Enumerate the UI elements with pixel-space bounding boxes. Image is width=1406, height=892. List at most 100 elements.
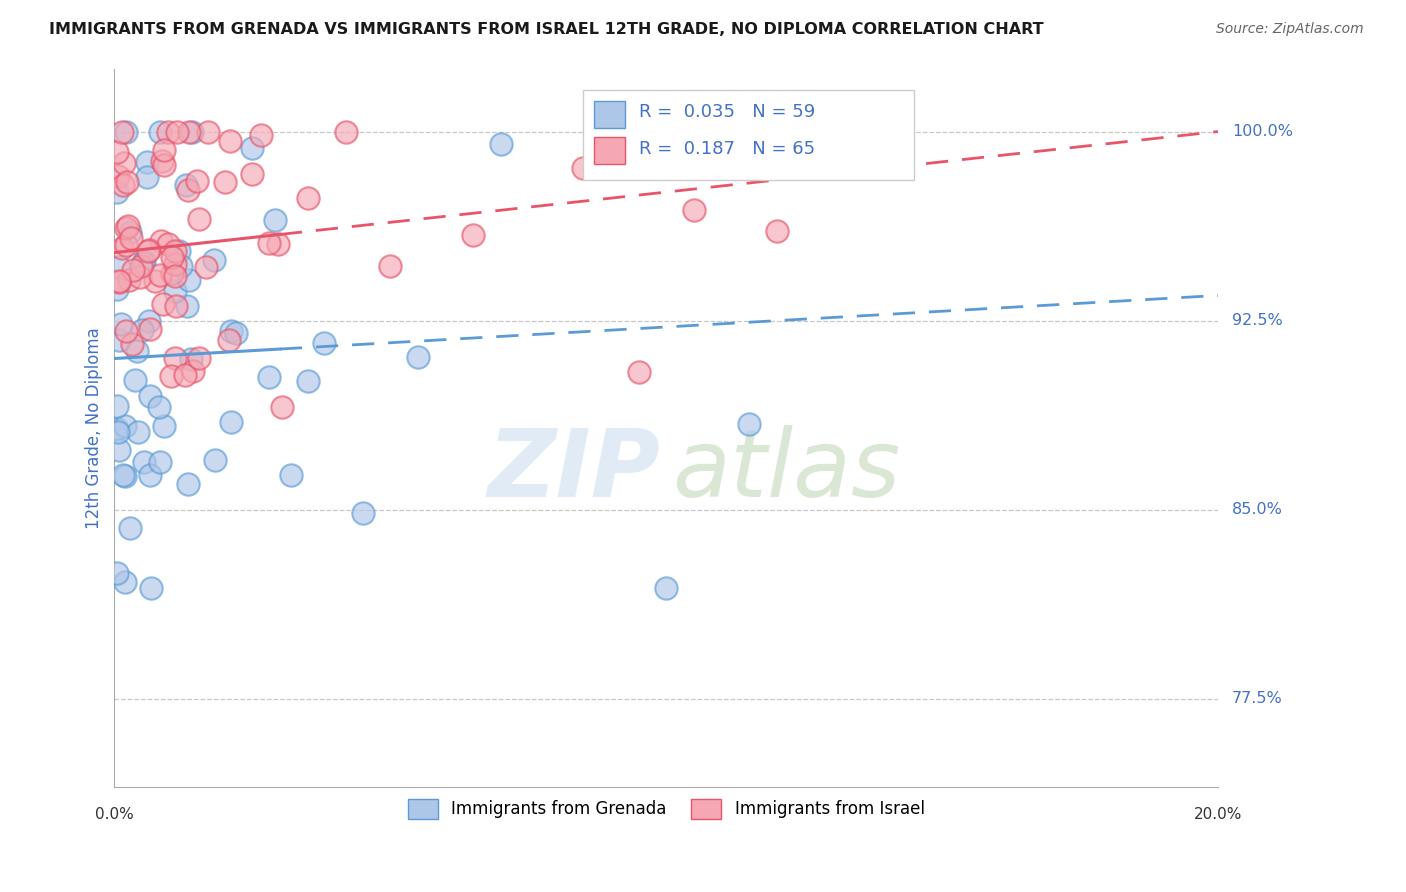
Point (219, 324, 242, 338)
Point (204, 452, 226, 467)
Point (105, 566, 128, 580)
Point (163, 285, 186, 299)
Point (219, 415, 242, 429)
Point (297, 191, 319, 205)
Text: R =  0.187   N = 65: R = 0.187 N = 65 (638, 140, 814, 158)
Point (225, 326, 247, 340)
Legend: Immigrants from Grenada, Immigrants from Israel: Immigrants from Grenada, Immigrants from… (401, 792, 931, 826)
Point (138, 243, 160, 257)
Point (107, 274, 129, 288)
Point (112, 155, 135, 169)
Point (179, 273, 201, 287)
Point (110, 241, 132, 255)
Point (143, 274, 166, 288)
Point (131, 323, 153, 337)
Point (115, 124, 138, 138)
Point (169, 259, 191, 273)
Point (148, 455, 170, 469)
Point (271, 400, 294, 414)
Point (141, 582, 163, 596)
Point (257, 235, 280, 250)
Point (105, 399, 128, 413)
Point (176, 299, 198, 313)
Point (139, 389, 162, 403)
Point (139, 322, 162, 336)
Point (111, 178, 134, 193)
Point (121, 337, 143, 351)
Point (110, 317, 132, 331)
Point (162, 266, 184, 280)
Point (163, 351, 186, 365)
Text: atlas: atlas (672, 425, 900, 516)
Point (150, 234, 173, 248)
Point (280, 467, 302, 482)
Point (214, 175, 236, 189)
Point (181, 124, 204, 138)
Point (167, 244, 190, 259)
Point (115, 175, 138, 189)
Bar (595, 101, 626, 128)
Point (267, 236, 290, 251)
Y-axis label: 12th Grade, No Diploma: 12th Grade, No Diploma (86, 327, 103, 529)
Point (194, 260, 217, 275)
Point (240, 167, 263, 181)
Point (181, 364, 204, 378)
Point (122, 263, 145, 277)
Point (107, 425, 129, 439)
Point (165, 268, 187, 283)
Point (180, 352, 202, 367)
Point (108, 260, 131, 274)
Point (149, 268, 172, 282)
Point (136, 244, 159, 258)
Bar (595, 136, 626, 164)
Point (136, 170, 159, 185)
Point (115, 324, 138, 338)
Point (335, 124, 357, 138)
Point (115, 220, 138, 235)
Point (186, 174, 208, 188)
Point (152, 296, 174, 310)
Point (111, 124, 134, 138)
Point (118, 226, 141, 240)
Point (105, 145, 128, 160)
Point (138, 314, 160, 328)
Point (129, 259, 152, 273)
Point (105, 422, 128, 436)
Point (136, 155, 159, 169)
Point (117, 273, 139, 287)
Text: 77.5%: 77.5% (1232, 691, 1282, 706)
Point (152, 419, 174, 434)
Point (128, 270, 150, 285)
Point (120, 230, 142, 244)
Point (627, 365, 650, 379)
Point (127, 425, 149, 439)
Point (156, 237, 179, 252)
Point (118, 521, 141, 535)
Point (202, 252, 225, 267)
Point (572, 161, 595, 175)
Point (738, 417, 761, 432)
Point (108, 333, 131, 347)
Point (461, 227, 484, 242)
Point (177, 183, 200, 197)
Point (165, 244, 187, 258)
Point (108, 275, 131, 289)
Point (132, 254, 155, 268)
Point (163, 257, 186, 271)
Point (148, 400, 170, 414)
Point (149, 124, 172, 138)
Point (489, 136, 512, 151)
Point (134, 455, 156, 469)
Point (124, 373, 146, 387)
Point (117, 219, 139, 234)
Point (380, 260, 402, 274)
Point (157, 124, 180, 138)
Point (150, 154, 173, 169)
Point (105, 282, 128, 296)
Point (655, 581, 678, 595)
Point (297, 374, 319, 388)
FancyBboxPatch shape (583, 90, 914, 180)
Text: R =  0.035   N = 59: R = 0.035 N = 59 (638, 103, 815, 121)
Point (107, 442, 129, 457)
Point (114, 419, 136, 434)
